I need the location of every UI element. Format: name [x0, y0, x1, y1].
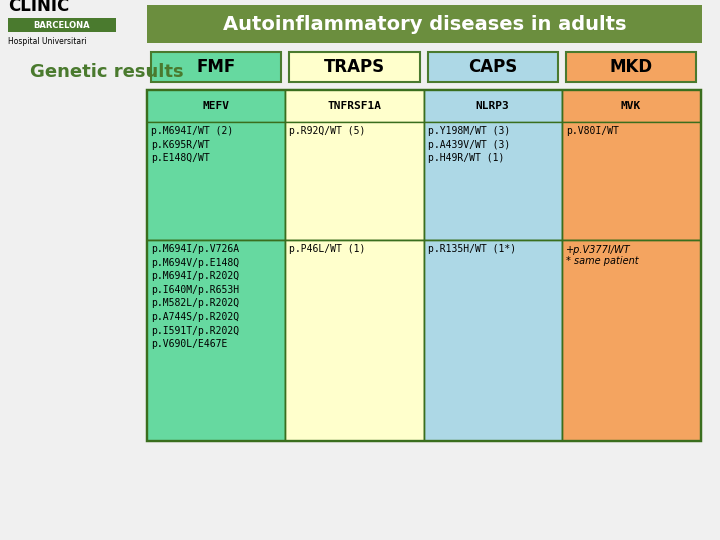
- Text: * same patient: * same patient: [566, 256, 639, 266]
- Bar: [566, 52, 696, 82]
- Bar: [285, 90, 423, 122]
- Bar: [285, 122, 423, 240]
- Text: Genetic results: Genetic results: [30, 63, 184, 81]
- Bar: [423, 240, 562, 440]
- Bar: [147, 90, 700, 440]
- Text: +p.V377I/WT: +p.V377I/WT: [566, 245, 631, 255]
- Bar: [423, 122, 562, 240]
- Text: TNFRSF1A: TNFRSF1A: [328, 101, 382, 111]
- Text: p.M694I/p.V726A
p.M694V/p.E148Q
p.M694I/p.R202Q
p.I640M/p.R653H
p.M582L/p.R202Q
: p.M694I/p.V726A p.M694V/p.E148Q p.M694I/…: [151, 244, 239, 349]
- Bar: [289, 52, 420, 82]
- Text: p.Y198M/WT (3)
p.A439V/WT (3)
p.H49R/WT (1): p.Y198M/WT (3) p.A439V/WT (3) p.H49R/WT …: [428, 126, 510, 163]
- Bar: [147, 122, 285, 240]
- Bar: [151, 52, 282, 82]
- Text: TRAPS: TRAPS: [324, 58, 385, 76]
- Bar: [423, 90, 562, 122]
- Bar: [147, 5, 702, 43]
- Text: MVK: MVK: [621, 101, 641, 111]
- Text: CLÍNIC: CLÍNIC: [8, 0, 69, 15]
- Text: FMF: FMF: [197, 58, 235, 76]
- Text: Hospital Universitari: Hospital Universitari: [8, 37, 86, 46]
- Bar: [8, 18, 116, 32]
- Text: MEFV: MEFV: [202, 101, 230, 111]
- Bar: [147, 90, 285, 122]
- Bar: [285, 240, 423, 440]
- Text: CAPS: CAPS: [468, 58, 517, 76]
- Text: Autoinflammatory diseases in adults: Autoinflammatory diseases in adults: [222, 15, 626, 33]
- Text: BARCELONA: BARCELONA: [34, 21, 90, 30]
- Bar: [428, 52, 558, 82]
- Text: p.R135H/WT (1*): p.R135H/WT (1*): [428, 244, 516, 254]
- Bar: [562, 122, 700, 240]
- Bar: [562, 90, 700, 122]
- Text: p.V80I/WT: p.V80I/WT: [566, 126, 618, 136]
- Bar: [562, 240, 700, 440]
- Bar: [147, 240, 285, 440]
- Text: MKD: MKD: [609, 58, 652, 76]
- Text: p.R92Q/WT (5): p.R92Q/WT (5): [289, 126, 366, 136]
- Text: p.M694I/WT (2)
p.K695R/WT
p.E148Q/WT: p.M694I/WT (2) p.K695R/WT p.E148Q/WT: [151, 126, 233, 163]
- Text: p.P46L/WT (1): p.P46L/WT (1): [289, 244, 366, 254]
- Text: NLRP3: NLRP3: [476, 101, 510, 111]
